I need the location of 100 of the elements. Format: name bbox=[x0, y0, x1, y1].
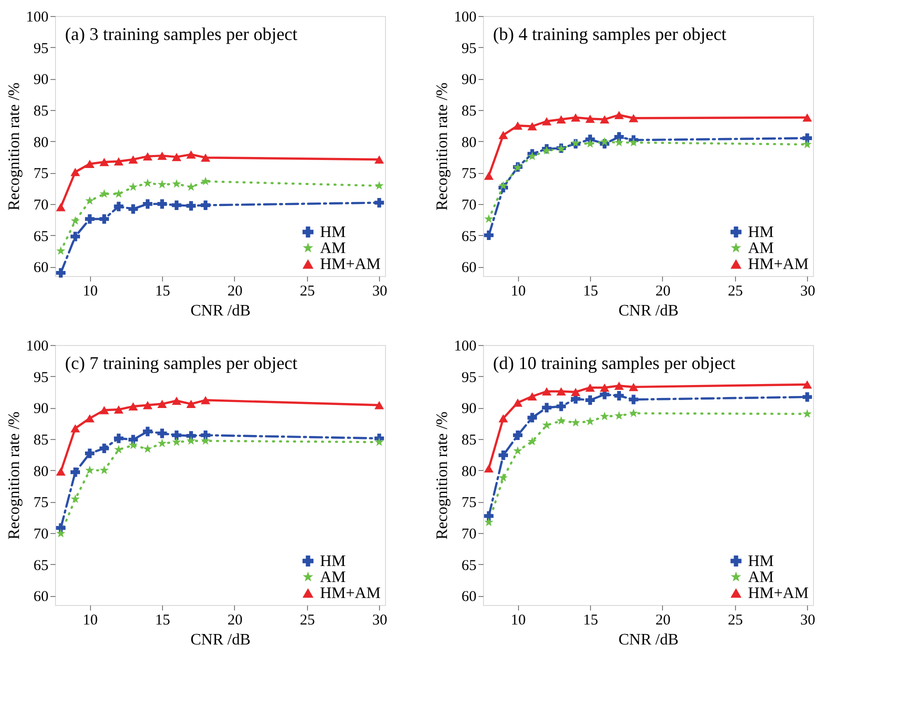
chart-title: (a) 3 training samples per object bbox=[65, 24, 298, 44]
x-axis-title: CNR /dB bbox=[190, 632, 251, 648]
point bbox=[56, 246, 66, 255]
point bbox=[114, 444, 124, 454]
x-tick-label: 10 bbox=[82, 284, 98, 300]
y-tick-label: 100 bbox=[26, 10, 48, 26]
point bbox=[158, 438, 167, 448]
x-tick-label: 30 bbox=[372, 612, 388, 628]
y-axis-title: Recognition rate /% bbox=[434, 412, 451, 540]
point bbox=[570, 388, 580, 396]
point bbox=[614, 411, 624, 420]
y-tick-label: 60 bbox=[462, 589, 476, 606]
point bbox=[128, 155, 138, 164]
point bbox=[172, 179, 182, 188]
x-tick-label: 20 bbox=[655, 284, 670, 300]
x-tick-label: 25 bbox=[300, 284, 315, 300]
x-tick-label: 10 bbox=[510, 284, 526, 300]
point bbox=[802, 409, 812, 418]
point bbox=[186, 150, 196, 159]
y-tick-label: 65 bbox=[462, 558, 476, 574]
point bbox=[114, 189, 124, 198]
x-tick-label: 15 bbox=[155, 612, 170, 628]
point bbox=[374, 437, 384, 446]
y-tick-label: 95 bbox=[462, 370, 476, 386]
point bbox=[56, 202, 66, 212]
y-tick-label: 70 bbox=[462, 526, 476, 542]
point bbox=[542, 117, 552, 126]
chart-title: (b) 4 training samples per object bbox=[493, 24, 726, 44]
y-tick-label: 80 bbox=[462, 134, 476, 151]
point bbox=[84, 448, 94, 458]
point bbox=[85, 466, 94, 474]
point bbox=[186, 436, 196, 445]
point bbox=[484, 172, 494, 180]
y-tick-label: 85 bbox=[34, 432, 48, 448]
point bbox=[84, 414, 94, 422]
point bbox=[172, 152, 182, 162]
point bbox=[142, 152, 152, 160]
x-tick-label: 10 bbox=[510, 612, 526, 628]
point bbox=[157, 199, 167, 209]
y-tick-label: 75 bbox=[462, 166, 476, 182]
point bbox=[802, 392, 812, 402]
y-tick-label: 65 bbox=[34, 558, 48, 574]
point bbox=[186, 182, 196, 191]
point bbox=[556, 416, 566, 425]
x-axis-title: CNR /dB bbox=[190, 302, 251, 320]
point bbox=[99, 406, 109, 414]
y-tick-label: 95 bbox=[34, 370, 48, 386]
point bbox=[585, 395, 595, 405]
point bbox=[142, 426, 152, 436]
point bbox=[114, 434, 124, 444]
point bbox=[172, 396, 182, 405]
point bbox=[629, 138, 638, 146]
x-tick-label: 15 bbox=[155, 284, 170, 300]
point bbox=[512, 398, 522, 407]
point bbox=[128, 402, 138, 411]
y-tick-label: 90 bbox=[34, 401, 48, 418]
y-tick-label: 100 bbox=[454, 338, 476, 354]
y-tick-label: 80 bbox=[462, 464, 476, 480]
legend-label: AM bbox=[748, 569, 774, 586]
point bbox=[498, 450, 508, 460]
point bbox=[614, 391, 624, 400]
point bbox=[99, 158, 109, 166]
point bbox=[802, 140, 812, 148]
point bbox=[143, 444, 152, 453]
point bbox=[143, 178, 152, 188]
point bbox=[70, 494, 80, 503]
point bbox=[600, 115, 610, 124]
point bbox=[570, 113, 580, 122]
y-tick-label: 80 bbox=[34, 134, 48, 151]
y-tick-label: 70 bbox=[34, 526, 48, 542]
x-tick-label: 30 bbox=[800, 284, 816, 300]
point bbox=[56, 528, 66, 538]
point bbox=[527, 122, 537, 130]
y-tick-label: 60 bbox=[34, 260, 48, 276]
y-axis-title: Recognition rate /% bbox=[6, 82, 23, 210]
x-tick-label: 30 bbox=[372, 284, 388, 300]
y-tick-label: 90 bbox=[462, 401, 476, 418]
point bbox=[56, 523, 66, 533]
legend-label: AM bbox=[748, 240, 774, 257]
point bbox=[374, 401, 384, 410]
x-tick-label: 30 bbox=[800, 612, 816, 628]
point bbox=[142, 401, 152, 410]
point bbox=[56, 268, 66, 278]
point bbox=[70, 232, 80, 242]
x-tick-label: 10 bbox=[82, 612, 98, 628]
point bbox=[114, 157, 124, 166]
point bbox=[128, 440, 138, 450]
point bbox=[172, 430, 182, 440]
y-tick-label: 95 bbox=[34, 40, 48, 57]
point bbox=[556, 402, 566, 412]
point bbox=[100, 466, 109, 474]
point bbox=[142, 199, 152, 209]
legend-label: HM bbox=[320, 224, 346, 241]
point bbox=[158, 180, 167, 188]
legend-label: AM bbox=[320, 569, 346, 586]
x-tick-label: 25 bbox=[728, 284, 743, 300]
point bbox=[600, 412, 610, 420]
x-tick-label: 15 bbox=[583, 612, 598, 628]
point bbox=[484, 230, 494, 240]
point bbox=[200, 153, 210, 162]
